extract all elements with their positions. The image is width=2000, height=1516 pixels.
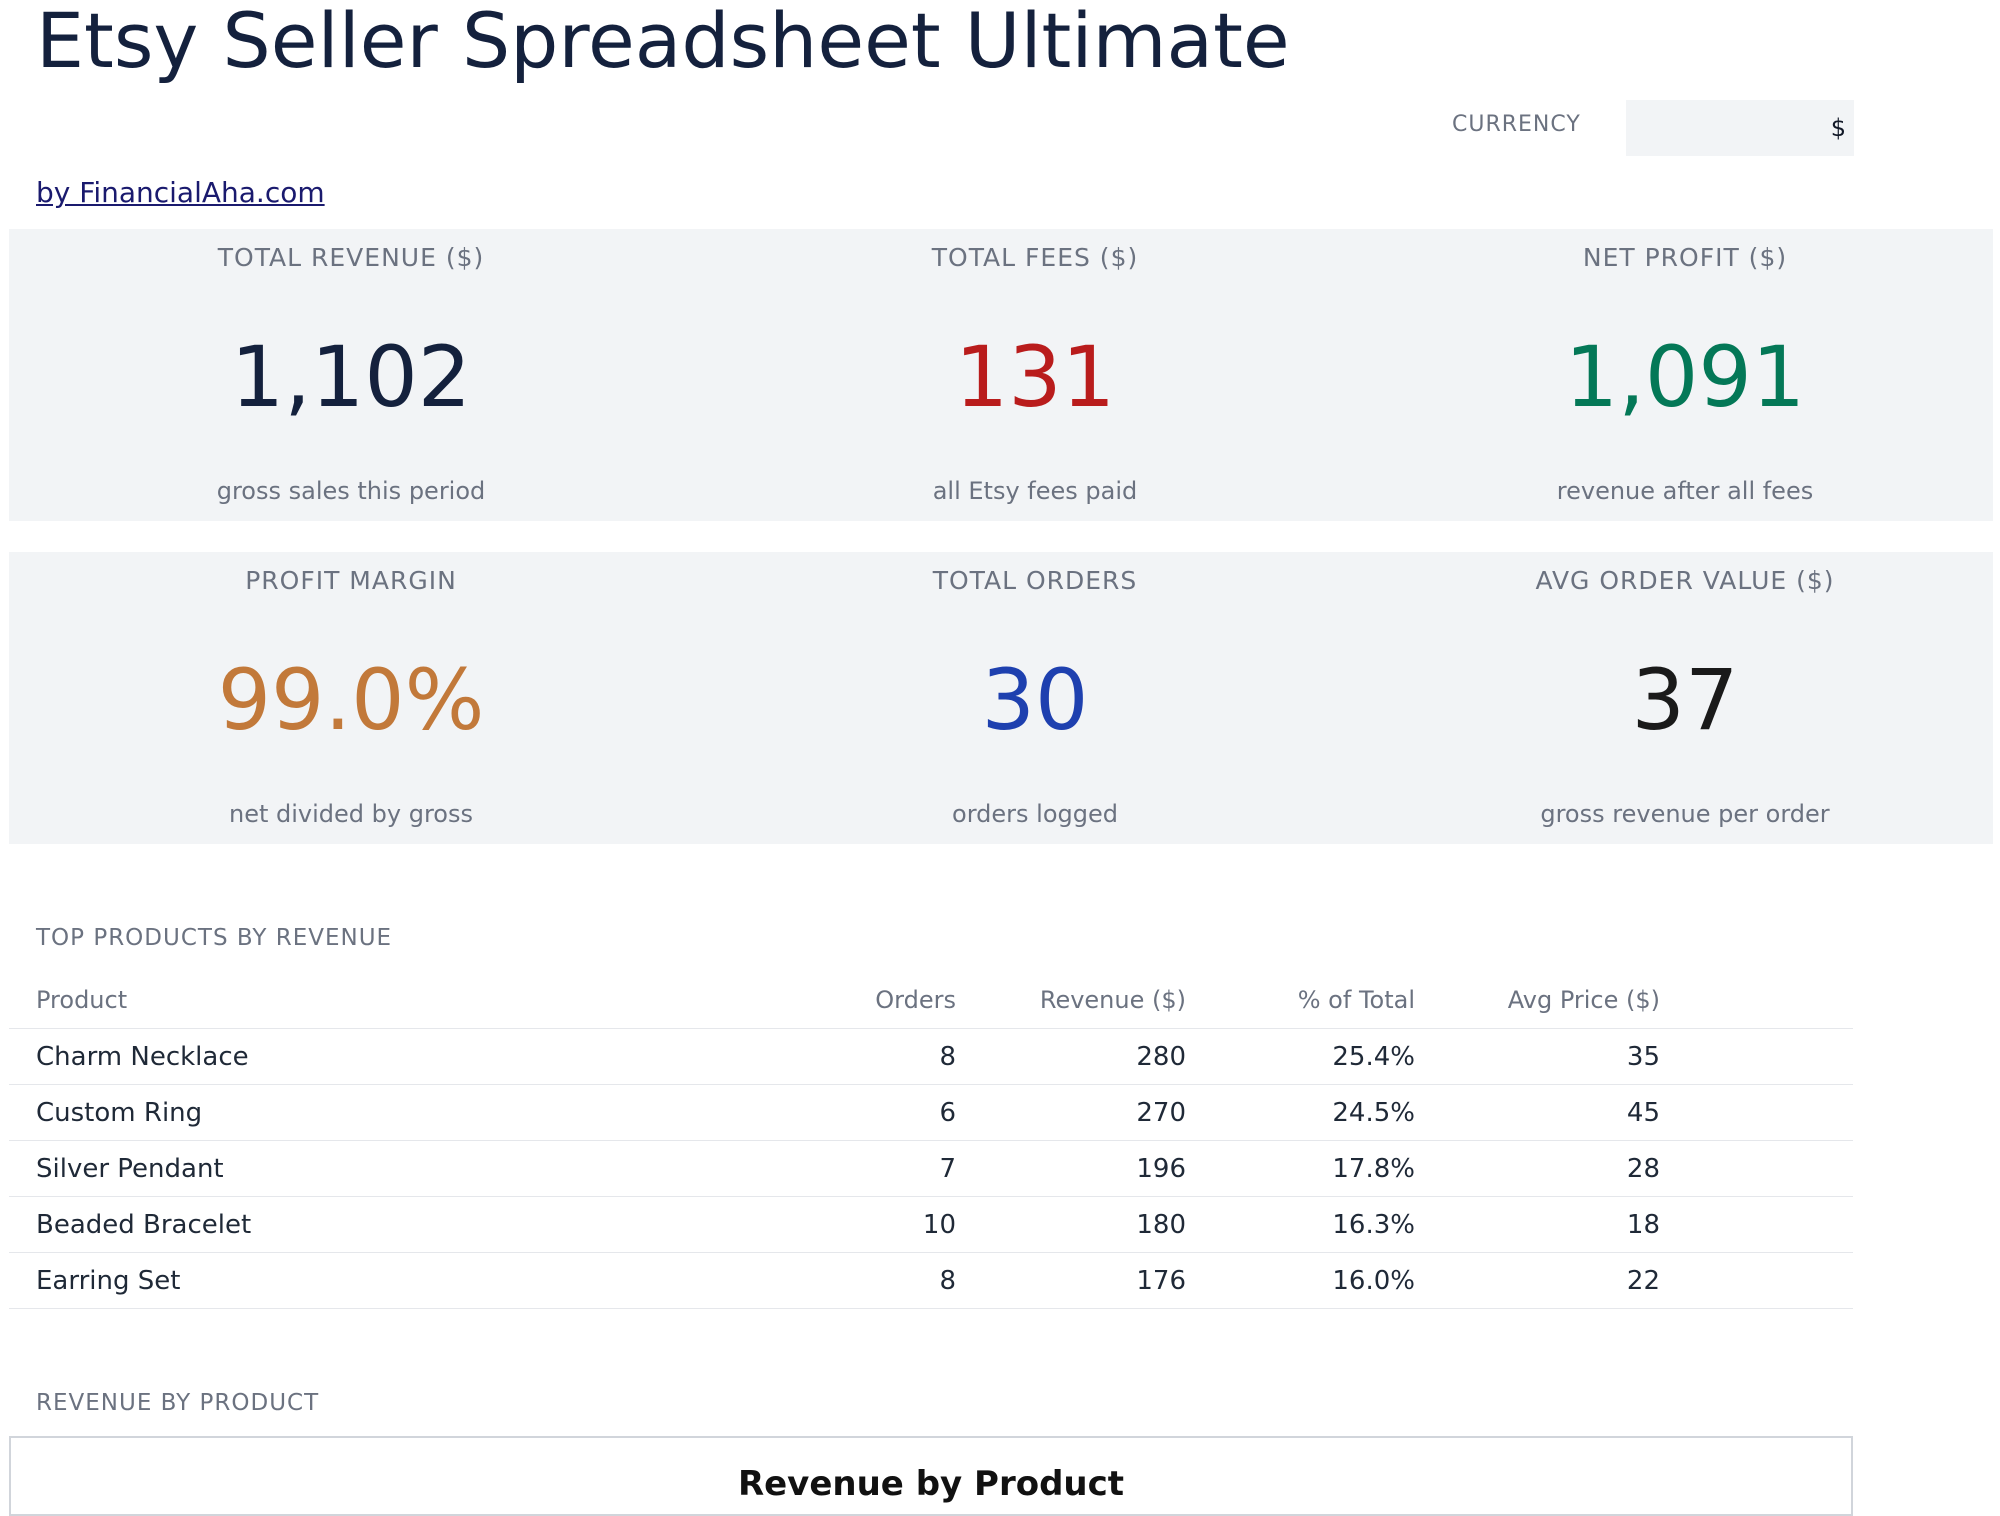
revenue-cell: 176 xyxy=(956,1252,1186,1309)
top-products-table: Product Orders Revenue ($) % of Total Av… xyxy=(9,972,1853,1309)
kpi-caption: revenue after all fees xyxy=(1556,477,1814,505)
currency-label: CURRENCY xyxy=(1452,112,1581,137)
spacer-cell xyxy=(1660,1252,1853,1309)
top-products-section-label: TOP PRODUCTS BY REVENUE xyxy=(36,925,393,951)
orders-cell: 10 xyxy=(596,1196,956,1253)
column-header-percent-total: % of Total xyxy=(1186,972,1415,1029)
avg-price-cell: 35 xyxy=(1415,1028,1660,1085)
avg-price-cell: 18 xyxy=(1415,1196,1660,1253)
avg-price-cell: 45 xyxy=(1415,1084,1660,1141)
percent-total-cell: 17.8% xyxy=(1186,1140,1415,1197)
product-name-cell: Custom Ring xyxy=(9,1084,596,1141)
chart-title: Revenue by Product xyxy=(737,1464,1125,1504)
kpi-label: TOTAL FEES ($) xyxy=(931,243,1139,272)
percent-total-cell: 16.0% xyxy=(1186,1252,1415,1309)
avg-price-cell: 22 xyxy=(1415,1252,1660,1309)
kpi-avg-order-value: AVG ORDER VALUE ($) 37 gross revenue per… xyxy=(1377,552,1993,844)
kpi-value: 1,102 xyxy=(230,328,472,426)
revenue-cell: 270 xyxy=(956,1084,1186,1141)
table-row: Charm Necklace 8 280 25.4% 35 xyxy=(9,1028,1853,1085)
kpi-total-orders: TOTAL ORDERS 30 orders logged xyxy=(693,552,1377,844)
orders-cell: 8 xyxy=(596,1252,956,1309)
column-header-revenue: Revenue ($) xyxy=(956,972,1186,1029)
product-name-cell: Earring Set xyxy=(9,1252,596,1309)
percent-total-cell: 25.4% xyxy=(1186,1028,1415,1085)
revenue-chart-panel: Revenue by Product xyxy=(9,1436,1853,1516)
kpi-total-fees: TOTAL FEES ($) 131 all Etsy fees paid xyxy=(693,229,1377,521)
kpi-label: TOTAL REVENUE ($) xyxy=(217,243,485,272)
table-row: Beaded Bracelet 10 180 16.3% 18 xyxy=(9,1196,1853,1253)
product-name-cell: Silver Pendant xyxy=(9,1140,596,1197)
revenue-cell: 196 xyxy=(956,1140,1186,1197)
column-header-avg-price: Avg Price ($) xyxy=(1415,972,1660,1029)
kpi-caption: gross sales this period xyxy=(216,477,486,505)
revenue-cell: 280 xyxy=(956,1028,1186,1085)
column-header-product: Product xyxy=(9,972,596,1029)
column-header-orders: Orders xyxy=(596,972,956,1029)
kpi-value: 99.0% xyxy=(217,651,485,749)
page-title: Etsy Seller Spreadsheet Ultimate xyxy=(36,0,1290,85)
kpi-profit-margin: PROFIT MARGIN 99.0% net divided by gross xyxy=(9,552,693,844)
avg-price-cell: 28 xyxy=(1415,1140,1660,1197)
table-row: Custom Ring 6 270 24.5% 45 xyxy=(9,1084,1853,1141)
kpi-caption: all Etsy fees paid xyxy=(932,477,1138,505)
table-row: Earring Set 8 176 16.0% 22 xyxy=(9,1252,1853,1309)
kpi-band-top: TOTAL REVENUE ($) 1,102 gross sales this… xyxy=(9,229,1993,521)
kpi-value: 131 xyxy=(954,328,1116,426)
kpi-label: PROFIT MARGIN xyxy=(245,566,457,595)
orders-cell: 7 xyxy=(596,1140,956,1197)
kpi-net-profit: NET PROFIT ($) 1,091 revenue after all f… xyxy=(1377,229,1993,521)
kpi-value: 30 xyxy=(981,651,1089,749)
spacer-cell xyxy=(1660,1140,1853,1197)
kpi-band-bottom: PROFIT MARGIN 99.0% net divided by gross… xyxy=(9,552,1993,844)
kpi-label: TOTAL ORDERS xyxy=(932,566,1138,595)
percent-total-cell: 16.3% xyxy=(1186,1196,1415,1253)
table-header-row: Product Orders Revenue ($) % of Total Av… xyxy=(9,972,1853,1029)
revenue-cell: 180 xyxy=(956,1196,1186,1253)
product-name-cell: Charm Necklace xyxy=(9,1028,596,1085)
kpi-caption: net divided by gross xyxy=(229,800,473,828)
spacer-cell xyxy=(1660,1028,1853,1085)
kpi-total-revenue: TOTAL REVENUE ($) 1,102 gross sales this… xyxy=(9,229,693,521)
spacer-cell xyxy=(1660,1084,1853,1141)
product-name-cell: Beaded Bracelet xyxy=(9,1196,596,1253)
orders-cell: 6 xyxy=(596,1084,956,1141)
spacer-cell xyxy=(1660,1196,1853,1253)
kpi-value: 37 xyxy=(1631,651,1739,749)
revenue-chart-section-label: REVENUE BY PRODUCT xyxy=(36,1390,320,1416)
kpi-caption: gross revenue per order xyxy=(1540,800,1830,828)
kpi-value: 1,091 xyxy=(1564,328,1806,426)
orders-cell: 8 xyxy=(596,1028,956,1085)
column-header-spacer xyxy=(1660,972,1853,1029)
percent-total-cell: 24.5% xyxy=(1186,1084,1415,1141)
kpi-label: AVG ORDER VALUE ($) xyxy=(1535,566,1835,595)
currency-input[interactable] xyxy=(1626,100,1854,156)
byline-link[interactable]: by FinancialAha.com xyxy=(36,176,325,209)
kpi-caption: orders logged xyxy=(952,800,1118,828)
table-row: Silver Pendant 7 196 17.8% 28 xyxy=(9,1140,1853,1197)
kpi-label: NET PROFIT ($) xyxy=(1582,243,1788,272)
